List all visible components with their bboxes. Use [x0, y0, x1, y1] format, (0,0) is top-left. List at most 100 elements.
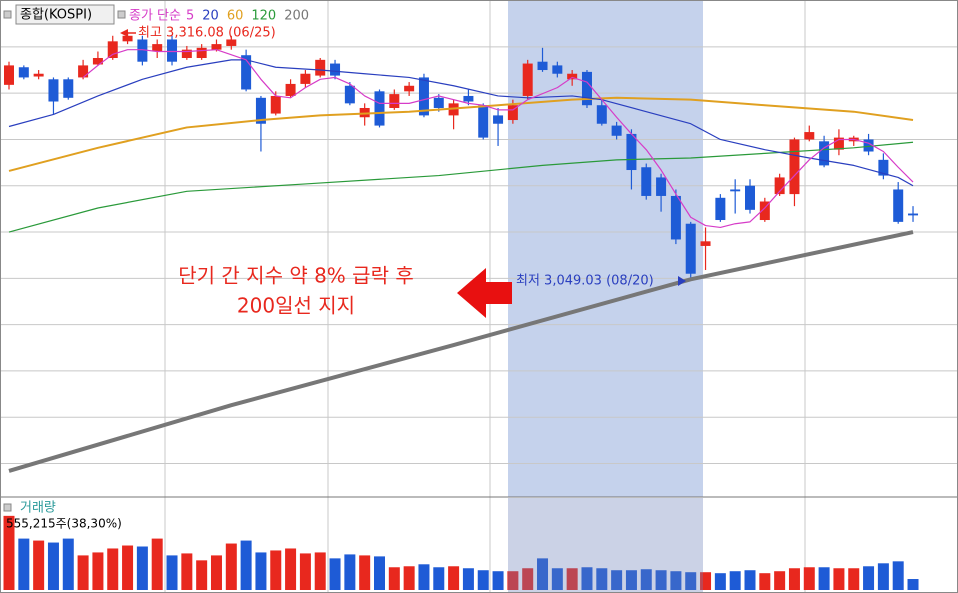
high-annotation: 최고 3,316.08 (06/25)	[138, 26, 276, 41]
volume-bar	[744, 570, 756, 590]
volume-bar	[596, 568, 608, 590]
volume-bar	[92, 552, 104, 590]
volume-bar	[210, 555, 222, 590]
highlight-band-volume	[508, 498, 703, 593]
candle-body	[493, 115, 504, 124]
candle-body	[107, 41, 118, 58]
candle-body	[33, 73, 44, 77]
ma-lines	[8, 49, 914, 473]
volume-bar	[33, 540, 45, 590]
candle-body	[908, 213, 919, 216]
volume-bar	[329, 558, 341, 590]
highlight-band	[508, 0, 703, 497]
candle-body	[418, 77, 429, 116]
volume-bar	[877, 563, 889, 590]
candle-body	[48, 79, 59, 102]
volume-bar	[566, 568, 578, 590]
candle-body	[670, 195, 681, 240]
candle-body	[241, 55, 252, 90]
volume-bar	[107, 548, 119, 590]
callout-arrow	[457, 268, 512, 318]
candle-body	[285, 83, 296, 96]
volume-bar	[700, 572, 712, 590]
volume-bar	[670, 571, 682, 590]
candle-body	[774, 177, 785, 195]
volume-bar	[418, 564, 430, 590]
candle-body	[92, 57, 103, 65]
candle-body	[137, 39, 148, 62]
volume-bar	[225, 543, 237, 590]
candle-body	[626, 133, 637, 171]
candle-body	[552, 65, 563, 74]
volume-bar	[166, 555, 178, 590]
candle-body	[567, 73, 578, 80]
candle-body	[789, 139, 800, 195]
volume-bar	[759, 573, 771, 590]
volume-bar	[477, 570, 489, 590]
volume-bar	[448, 566, 460, 590]
candle-body	[255, 97, 266, 124]
volume-bar	[47, 542, 59, 590]
volume-bar	[714, 573, 726, 590]
legend-icon	[3, 10, 12, 19]
candle-body	[893, 189, 904, 222]
volume-bar	[181, 553, 193, 590]
candle-body	[878, 159, 889, 176]
chart-title: 종합(KOSPI)	[20, 8, 92, 23]
candle-body	[759, 201, 770, 221]
volume-bar	[640, 569, 652, 590]
volume-bar	[625, 570, 637, 590]
candle-body	[63, 79, 74, 98]
volume-bar	[818, 567, 830, 590]
candle-body	[152, 44, 163, 52]
low-annotation: 최저 3,049.03 (08/20)	[516, 274, 654, 289]
volume-bar	[848, 568, 860, 590]
volume-bar	[551, 568, 563, 590]
volume-label: 거래량	[20, 501, 56, 516]
volume-bar	[388, 567, 400, 590]
high-arrow-head	[120, 29, 128, 37]
candle-body	[522, 63, 533, 96]
volume-bar	[788, 568, 800, 590]
ma-line	[8, 141, 914, 233]
candle-body	[730, 189, 741, 192]
legend-entry: 5	[186, 9, 194, 24]
volume-bar	[3, 515, 15, 590]
candle-body	[700, 241, 711, 246]
volume-bar	[344, 554, 356, 590]
candle-body	[433, 97, 444, 108]
candle-body	[804, 132, 815, 140]
low-arrow-head	[678, 276, 686, 286]
candle-body	[478, 105, 489, 138]
legend-entry: 60	[227, 9, 244, 24]
candle-body	[685, 223, 696, 274]
candle-body	[404, 85, 415, 92]
candle-body	[211, 44, 222, 50]
candle-body	[181, 49, 192, 58]
volume-bar	[240, 540, 252, 590]
legend-entry: 200	[284, 9, 309, 24]
volume-bar	[196, 560, 208, 590]
candle-body	[315, 59, 326, 76]
volume-bar	[374, 556, 385, 590]
legend-icon	[117, 10, 126, 19]
volume-bar	[359, 555, 371, 590]
candle-body	[819, 141, 830, 166]
volume-bar	[255, 552, 267, 590]
volume-bar	[77, 555, 89, 590]
volume-bar	[18, 538, 30, 590]
volume-bar	[892, 561, 904, 590]
volume-bar	[403, 566, 415, 590]
candle-body	[641, 167, 652, 196]
volume-bar	[462, 568, 474, 590]
ma-line	[82, 49, 914, 229]
ma-line	[8, 59, 914, 187]
volume-bar	[136, 546, 148, 590]
volume-bar	[655, 570, 667, 590]
candle-body	[581, 71, 592, 106]
candle-body	[300, 73, 311, 84]
volume-bar	[685, 572, 697, 590]
volume-bar	[507, 571, 519, 590]
candle-body	[226, 39, 237, 46]
candle-body	[863, 139, 874, 152]
